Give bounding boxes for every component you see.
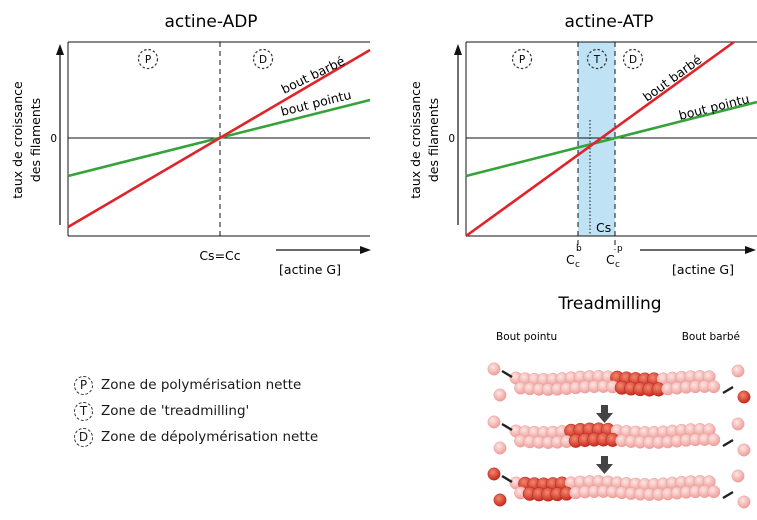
free-monomer (493, 388, 507, 402)
left-zone-d-label: D (259, 54, 267, 66)
pointed-end-label: Bout pointu (496, 331, 557, 343)
step-arrow-2 (596, 456, 613, 474)
exchange-arrow (722, 438, 734, 448)
right-xlabel: [actine G] (672, 262, 734, 277)
actin-subunit (707, 433, 721, 447)
free-monomer (493, 441, 507, 455)
right-barbed-line (465, 40, 735, 238)
free-monomer (731, 417, 745, 431)
right-x-arrow (745, 246, 756, 254)
free-monomer (493, 493, 507, 507)
svg-text:C: C (606, 252, 615, 267)
right-pointed-line (465, 100, 757, 178)
svg-text:p: p (617, 244, 623, 254)
right-zone-p-circle (511, 48, 533, 70)
legend-d-text: Zone de dépolymérisation nette (101, 429, 319, 445)
actin-subunit (707, 485, 721, 499)
free-monomer (737, 495, 751, 509)
left-x-arrow (360, 246, 371, 254)
right-cs-label: Cs (596, 220, 611, 235)
legend-d-circle: D (74, 427, 93, 447)
legend-t-text: Zone de 'treadmilling' (101, 403, 250, 419)
free-monomer (487, 467, 501, 481)
barbed-end-label: Bout barbé (682, 331, 740, 343)
legend-item-t: T Zone de 'treadmilling' (74, 398, 318, 424)
step-arrow-1 (596, 405, 613, 423)
free-monomer (737, 390, 751, 404)
right-ylabel-1: taux de croissance (408, 81, 423, 199)
right-title: actine-ATP (564, 12, 653, 32)
svg-text:b: b (576, 244, 582, 254)
right-zone-d-label: D (629, 54, 637, 66)
exchange-arrow (501, 369, 513, 379)
free-monomer (487, 362, 501, 376)
exchange-arrow (722, 490, 734, 500)
free-monomer (737, 443, 751, 457)
left-ylabel-2: des filaments (28, 98, 43, 182)
treadmilling-diagram: Treadmilling Bout pointu Bout barbé (487, 294, 751, 509)
free-monomer (487, 415, 501, 429)
left-zero-label: 0 (50, 133, 57, 145)
right-graph: actine-ATP taux de croissance des filame… (408, 12, 757, 277)
right-ccb-label: C c b (566, 244, 582, 270)
legend-p-text: Zone de polymérisation nette (101, 377, 302, 393)
legend-p-circle: P (74, 375, 93, 395)
left-zone-p-label: P (145, 54, 151, 66)
right-zone-p-label: P (519, 54, 525, 66)
exchange-arrow (722, 385, 734, 395)
right-y-arrow (454, 44, 462, 55)
right-zero-label: 0 (448, 133, 455, 145)
left-y-arrow (56, 44, 64, 55)
left-zone-d-circle (252, 48, 274, 70)
left-graph: actine-ADP taux de croissance des filame… (10, 12, 371, 277)
legend: P Zone de polymérisation nette T Zone de… (74, 372, 318, 450)
free-monomer (731, 469, 745, 483)
right-barbed-label: bout barbé (640, 52, 705, 105)
svg-text:c: c (575, 260, 580, 270)
left-zone-p-circle (137, 48, 159, 70)
filaments (487, 362, 751, 509)
right-zone-t-circle (586, 48, 608, 70)
left-title: actine-ADP (164, 12, 257, 32)
svg-text:c: c (615, 260, 620, 270)
legend-item-p: P Zone de polymérisation nette (74, 372, 318, 398)
legend-item-d: D Zone de dépolymérisation nette (74, 424, 318, 450)
left-critical-label: Cs=Cc (199, 248, 240, 263)
right-ccp-label: C c p (606, 244, 623, 270)
right-pointed-label: bout pointu (677, 91, 751, 123)
actin-subunit (707, 380, 721, 394)
left-barbed-line (67, 48, 371, 229)
exchange-arrow (501, 474, 513, 484)
right-zone-t-label: T (593, 54, 601, 66)
left-xlabel: [actine G] (279, 262, 341, 277)
treadmilling-title: Treadmilling (557, 294, 661, 314)
legend-t-circle: T (74, 401, 93, 421)
svg-text:C: C (566, 252, 575, 267)
left-ylabel-1: taux de croissance (10, 81, 25, 199)
exchange-arrow (501, 422, 513, 432)
free-monomer (731, 364, 745, 378)
right-ylabel-2: des filaments (426, 98, 441, 182)
right-zone-d-circle (622, 48, 644, 70)
